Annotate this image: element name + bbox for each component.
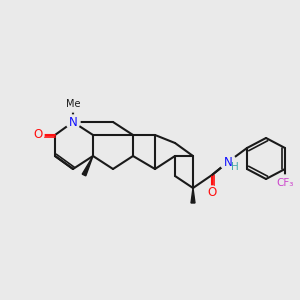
Text: Me: Me bbox=[66, 99, 80, 109]
Text: CF₃: CF₃ bbox=[276, 178, 294, 188]
Polygon shape bbox=[82, 156, 93, 176]
Circle shape bbox=[277, 175, 293, 191]
Circle shape bbox=[66, 115, 80, 129]
Circle shape bbox=[65, 96, 81, 112]
Text: N: N bbox=[224, 155, 232, 169]
Polygon shape bbox=[191, 188, 195, 203]
Text: N: N bbox=[69, 116, 77, 128]
Circle shape bbox=[206, 186, 218, 198]
Circle shape bbox=[32, 129, 44, 141]
Text: H: H bbox=[231, 162, 239, 172]
Text: O: O bbox=[33, 128, 43, 142]
Text: O: O bbox=[207, 185, 217, 199]
Circle shape bbox=[220, 154, 236, 170]
